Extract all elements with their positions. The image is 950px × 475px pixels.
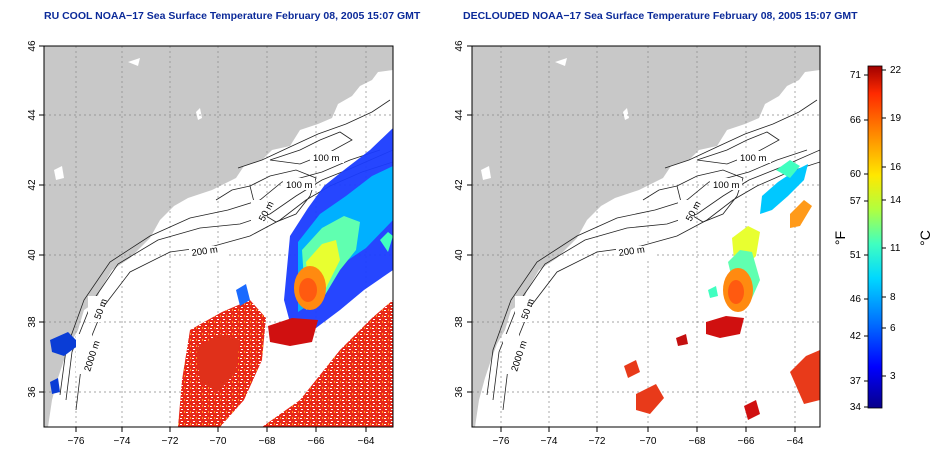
colorbar-f-tick-60: 60: [850, 169, 862, 180]
right-contour-label-100m-b: 100 m: [713, 180, 739, 191]
colorbar-f-tick-46: 46: [850, 294, 862, 305]
right-x-tick-74w: −74: [541, 436, 558, 447]
right-y-tick-44n: 44: [454, 109, 465, 121]
left-y-tick-38n: 38: [27, 316, 38, 328]
colorbar-f-tick-66: 66: [850, 115, 862, 126]
right-x-tick-76w: −76: [493, 436, 510, 447]
left-x-tick-76w: −76: [68, 436, 85, 447]
colorbar-f-tick-57: 57: [850, 196, 862, 207]
colorbar-celsius-unit: °C: [917, 230, 933, 246]
left-map-title: RU COOL NOAA−17 Sea Surface Temperature …: [44, 10, 421, 22]
right-y-tick-36n: 36: [454, 386, 465, 398]
left-y-tick-40n: 40: [27, 249, 38, 261]
colorbar-fahrenheit-unit: °F: [832, 231, 848, 245]
left-contour-label-100m-b: 100 m: [286, 180, 312, 191]
colorbar-f-tick-37: 37: [850, 376, 862, 387]
right-contour-label-200m: 200 m: [618, 244, 646, 259]
left-y-tick-42n: 42: [27, 179, 38, 191]
right-x-tick-66w: −66: [738, 436, 755, 447]
colorbar-c-tick-6: 6: [890, 323, 896, 334]
left-contour-label-100m-a: 100 m: [313, 153, 339, 164]
left-x-tick-70w: −70: [210, 436, 227, 447]
right-x-tick-70w: −70: [640, 436, 657, 447]
colorbar-c-tick-16: 16: [890, 162, 902, 173]
right-y-tick-46n: 46: [454, 40, 465, 52]
left-y-tick-44n: 44: [27, 109, 38, 121]
right-land: [472, 46, 820, 427]
colorbar: 71 66 60 57 51 46 42 37 34 22 19 16 14 1…: [832, 65, 933, 413]
right-y-tick-40n: 40: [454, 249, 465, 261]
colorbar-f-tick-71: 71: [850, 70, 862, 81]
left-x-tick-68w: −68: [259, 436, 276, 447]
colorbar-f-tick-42: 42: [850, 331, 862, 342]
left-sst-field: [50, 128, 393, 427]
colorbar-c-tick-3: 3: [890, 371, 896, 382]
left-map-panel: 100 m 100 m 50 m 200 m 50 m 2000 m −76 −…: [27, 40, 394, 447]
right-y-tick-42n: 42: [454, 179, 465, 191]
left-y-tick-46n: 46: [27, 40, 38, 52]
colorbar-c-tick-11: 11: [890, 243, 901, 254]
right-contour-label-100m-a: 100 m: [740, 153, 766, 164]
right-map-frame: [471, 45, 821, 428]
left-x-tick-66w: −66: [308, 436, 325, 447]
left-contour-label-200m: 200 m: [191, 244, 219, 259]
colorbar-f-tick-34: 34: [850, 402, 862, 413]
left-x-tick-74w: −74: [114, 436, 131, 447]
right-x-tick-64w: −64: [787, 436, 804, 447]
left-land: [44, 46, 393, 427]
colorbar-c-tick-22: 22: [890, 65, 902, 76]
colorbar-gradient: [867, 65, 883, 409]
colorbar-f-tick-51: 51: [850, 250, 862, 261]
right-x-tick-68w: −68: [689, 436, 706, 447]
left-y-tick-36n: 36: [27, 386, 38, 398]
left-x-tick-72w: −72: [162, 436, 179, 447]
right-x-tick-72w: −72: [589, 436, 606, 447]
left-x-tick-64w: −64: [358, 436, 375, 447]
colorbar-c-tick-19: 19: [890, 113, 902, 124]
colorbar-c-tick-8: 8: [890, 292, 896, 303]
colorbar-c-tick-14: 14: [890, 195, 902, 206]
right-map-title: DECLOUDED NOAA−17 Sea Surface Temperatur…: [463, 10, 858, 22]
right-map-panel: 100 m 100 m 50 m 200 m 50 m 2000 m −76 −…: [454, 40, 821, 447]
right-sst-field: [624, 160, 820, 420]
right-y-tick-38n: 38: [454, 316, 465, 328]
